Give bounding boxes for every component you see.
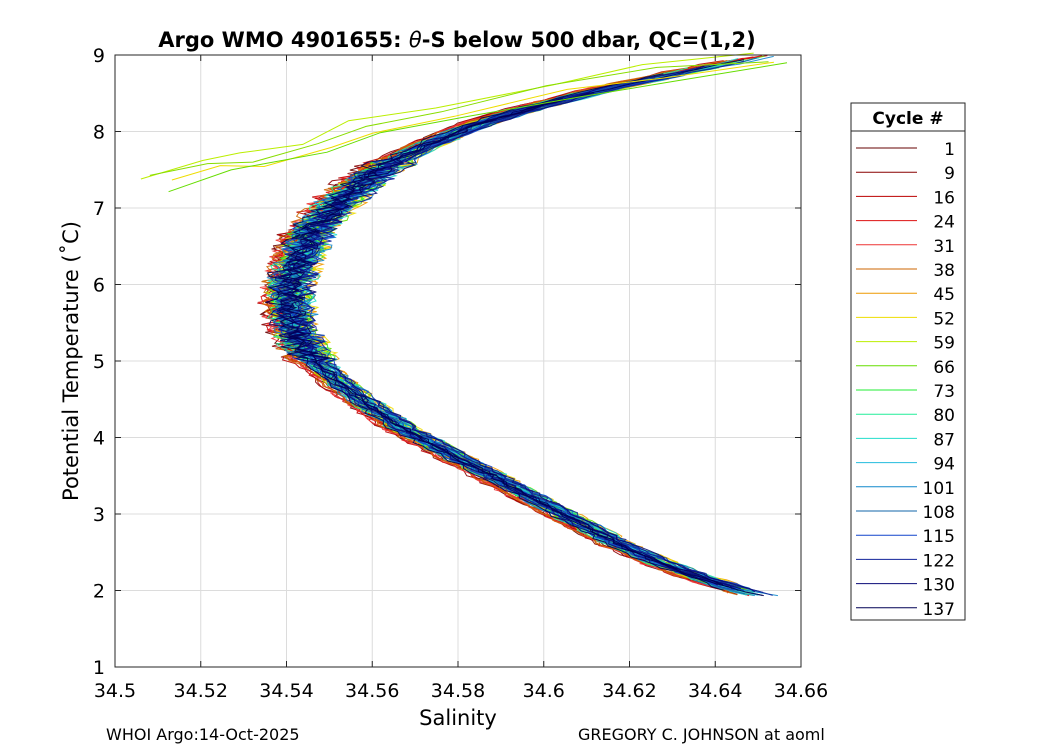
legend-entry-label: 31 [933, 237, 955, 257]
excursion-profile [168, 62, 788, 193]
legend-entry-label: 1 [944, 140, 955, 160]
legend-entry-label: 122 [923, 551, 955, 571]
legend-entry-label: 87 [933, 430, 955, 450]
legend-entry-label: 80 [933, 406, 955, 426]
legend-entry-label: 38 [933, 261, 955, 281]
legend-entry-label: 94 [933, 455, 955, 475]
legend-entry-label: 73 [933, 382, 955, 402]
data-layer [140, 52, 788, 597]
y-tick-label: 2 [93, 581, 105, 603]
y-tick-label: 6 [93, 275, 105, 297]
chart-title-suffix: -S below 500 dbar, QC=(1,2) [422, 28, 756, 52]
y-tick-label: 8 [93, 122, 105, 144]
y-tick-label: 7 [93, 198, 105, 220]
legend-entry-label: 45 [933, 285, 955, 305]
x-axis-ticks: 34.5 34.52 34.54 34.56 34.58 34.6 34.62 34.64 34… [94, 55, 828, 702]
footer-left: WHOI Argo:14-Oct-2025 [106, 725, 300, 744]
legend-entry-label: 137 [923, 600, 955, 620]
legend: Cycle # 1 9 16 24 31 38 45 52 59 66 73 80 87 94 101 108… [850, 102, 966, 621]
x-tick-label: 34.54 [259, 680, 313, 702]
cycle-profile-137 [276, 59, 745, 586]
legend-entry-label: 52 [933, 309, 955, 329]
x-tick-label: 34.5 [94, 680, 136, 702]
x-axis-label: Salinity [419, 706, 497, 730]
y-tick-label: 5 [93, 351, 105, 373]
chart-title-theta: θ [409, 28, 422, 52]
y-tick-label: 9 [93, 45, 105, 67]
legend-entry-label: 66 [933, 358, 955, 378]
y-tick-label: 4 [93, 428, 105, 450]
y-axis-ticks: 1 2 3 4 5 6 7 8 9 [93, 45, 801, 679]
y-tick-label: 1 [93, 657, 105, 679]
legend-entry-label: 24 [933, 213, 955, 233]
legend-entry-label: 9 [944, 164, 955, 184]
legend-box [850, 102, 966, 621]
x-tick-label: 34.56 [345, 680, 399, 702]
legend-entry-label: 108 [923, 503, 955, 523]
legend-entry-label: 101 [923, 479, 955, 499]
x-tick-label: 34.62 [602, 680, 656, 702]
excursion-profile [171, 61, 774, 181]
x-tick-label: 34.52 [174, 680, 228, 702]
x-tick-label: 34.64 [688, 680, 742, 702]
x-tick-label: 34.66 [774, 680, 828, 702]
excursion-profile [140, 52, 754, 180]
footer-right: GREGORY C. JOHNSON at aoml [578, 725, 825, 744]
cycle-profile-137 [279, 97, 730, 588]
legend-entries: 1 9 16 24 31 38 45 52 59 66 73 80 87 94 101 108 115 122 13… [856, 140, 955, 620]
x-tick-label: 34.6 [523, 680, 565, 702]
y-tick-label: 3 [93, 504, 105, 526]
chart-title: Argo WMO 4901655: θ-S below 500 dbar, QC… [158, 28, 755, 52]
legend-title: Cycle # [872, 109, 943, 129]
legend-entry-label: 130 [923, 576, 955, 596]
y-axis-label: Potential Temperature (˚C) [59, 221, 83, 501]
chart-title-prefix: Argo WMO 4901655: [158, 28, 409, 52]
excursion-profile [149, 61, 769, 176]
legend-entry-label: 59 [933, 334, 955, 354]
cycle-profile-130 [276, 91, 733, 590]
legend-entry-label: 115 [923, 527, 955, 547]
legend-entry-label: 16 [933, 188, 955, 208]
x-tick-label: 34.58 [431, 680, 485, 702]
